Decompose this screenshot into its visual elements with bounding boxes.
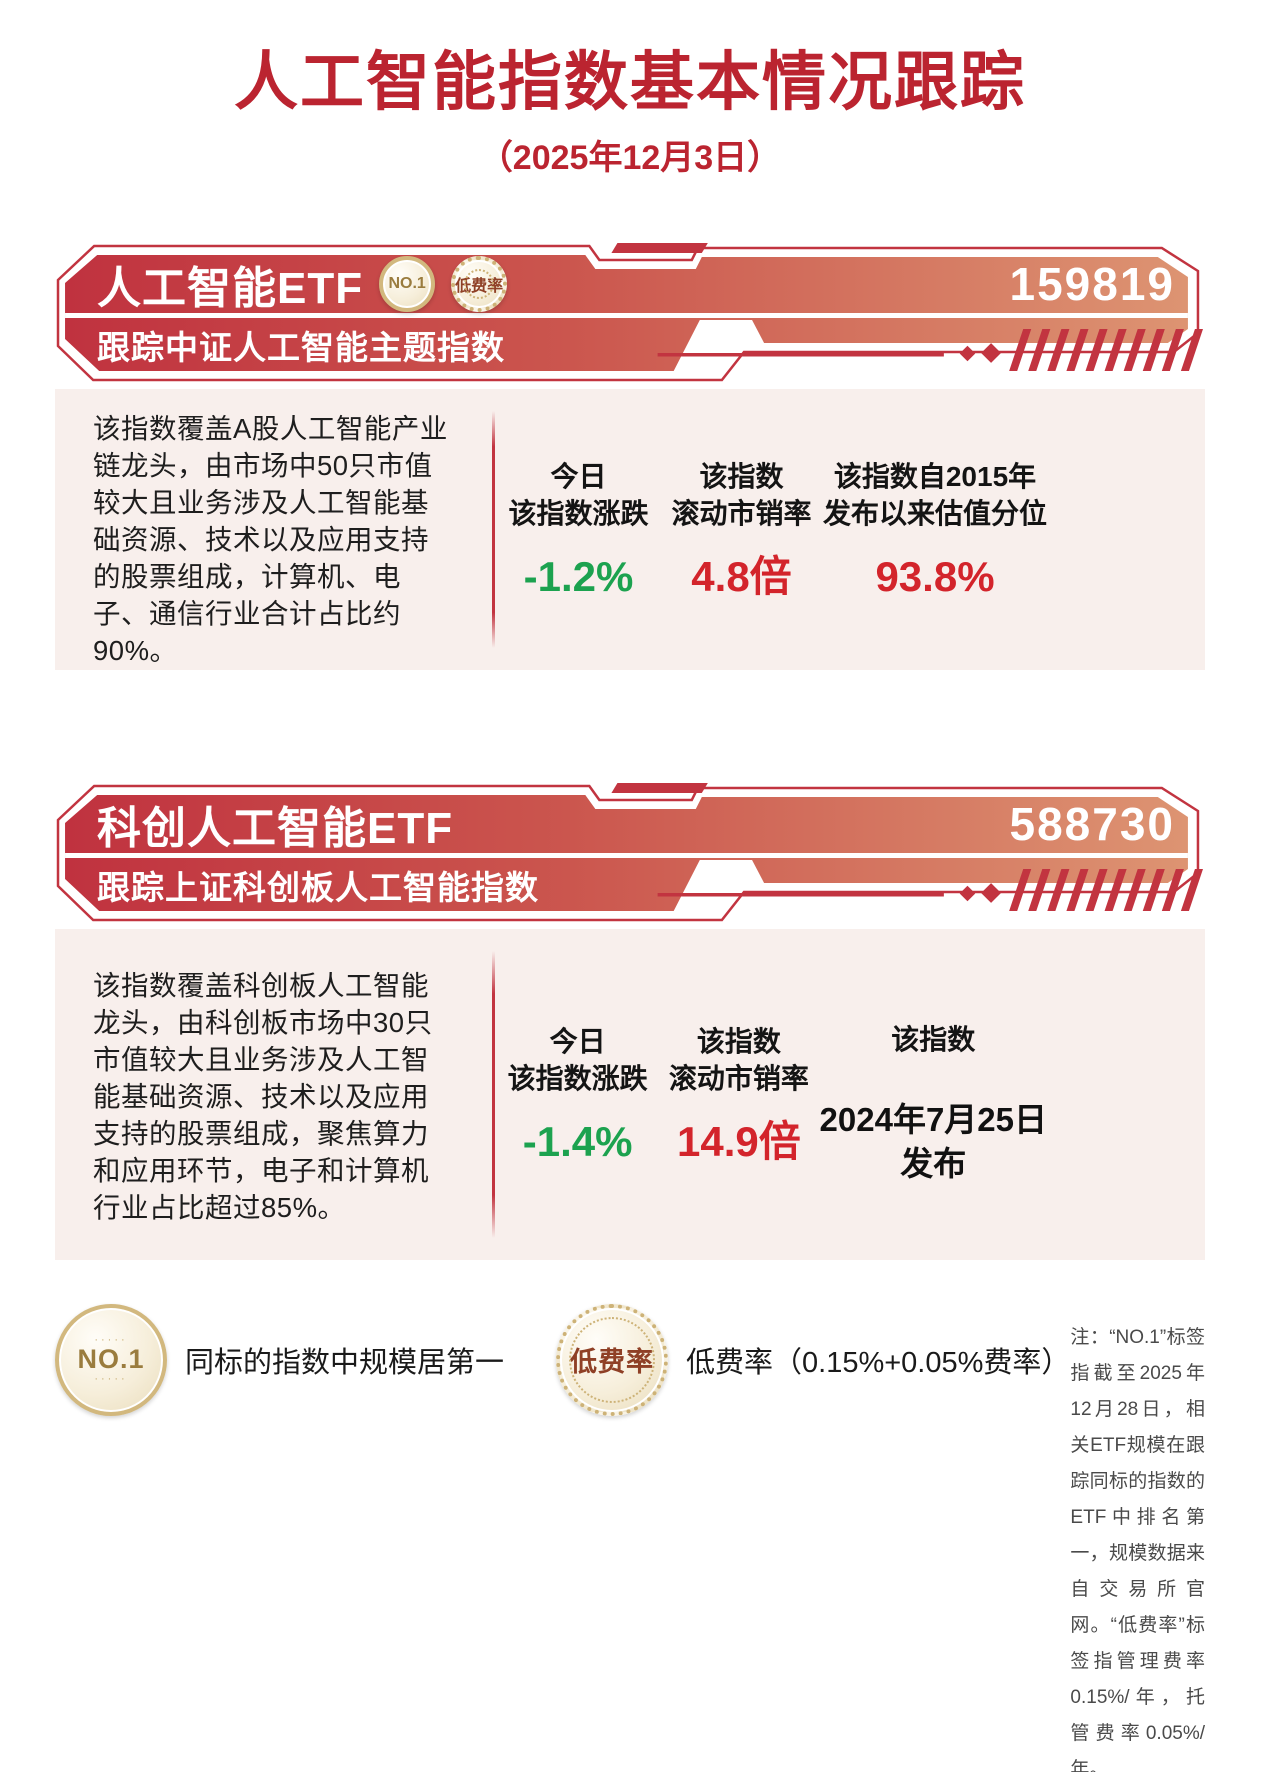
etf2-code: 588730 (1009, 797, 1175, 850)
legend-no1: ····· NO.1 ····· 同标的指数中规模居第一 (55, 1303, 505, 1416)
etf1-name: 人工智能ETF (97, 263, 364, 313)
stat-label-line: 该指数 (699, 461, 784, 492)
etf2-stat-launch-date: 该指数 2024年7月25日 发布 (820, 1002, 1047, 1186)
legend-lowfee: 低费率 低费率（0.15%+0.05%费率） (556, 1303, 1071, 1416)
etf2-banner: 科创人工智能ETF 588730 跟踪上证科创板人工智能指数 (55, 782, 1205, 923)
stat-label-line: 今日 (550, 461, 607, 492)
no1-badge-label: NO.1 (388, 274, 426, 292)
stat-label-line: 该指数 (891, 1023, 976, 1055)
no1-badge-icon: ····· NO.1 ····· (55, 1303, 167, 1416)
legend-row: ····· NO.1 ····· 同标的指数中规模居第一 低费率 低费率（0.1… (55, 1303, 1205, 1772)
stat-value: -1.2% (523, 553, 634, 600)
etf1-banner-subtitle-row: 跟踪中证人工智能主题指数 (97, 320, 505, 370)
stat-value: 2024年7月25日 发布 (820, 1098, 1047, 1186)
badge-dots-decoration: ····· (94, 1334, 128, 1347)
stat-label-line: 该指数涨跌 (508, 498, 649, 529)
stat-label-line: 今日 (549, 1026, 606, 1057)
etf2-stat-ps-ratio: 该指数 滚动市销率 14.9倍 (658, 1023, 819, 1165)
stat-value: 14.9倍 (677, 1118, 801, 1165)
etf1-stat-daily-change: 今日 该指数涨跌 -1.2% (497, 458, 660, 600)
badge-footnote: 注：“NO.1”标签指截至2025年12月28日，相关ETF规模在跟踪同标的指数… (1070, 1326, 1205, 1772)
stat-label-line: 发布以来估值分位 (823, 498, 1048, 529)
vertical-divider (492, 410, 495, 648)
etf1-banner-title-row: 人工智能ETF NO.1 低费率 159819 (97, 255, 1175, 313)
stat-value: 4.8倍 (691, 553, 792, 600)
badge-dots-decoration: ····· (94, 1373, 128, 1386)
etf1-stats: 今日 该指数涨跌 -1.2% 该指数 滚动市销率 4.8倍 该指数自2015年 (497, 389, 1047, 670)
stat-label-line: 该指数涨跌 (507, 1063, 648, 1094)
page-date: （2025年12月3日） (478, 138, 782, 177)
etf1-stat-ps-ratio: 该指数 滚动市销率 4.8倍 (660, 458, 823, 600)
banner-frame-decoration (56, 782, 1203, 921)
banner-frame-decoration (56, 242, 1203, 381)
low-fee-badge-icon: 低费率 (556, 1303, 669, 1416)
etf1-code: 159819 (1009, 257, 1175, 310)
etf1-subtitle: 跟踪中证人工智能主题指数 (97, 328, 505, 366)
low-fee-badge-label: 低费率 (455, 277, 504, 295)
stat-value-line: 发布 (900, 1145, 967, 1183)
etf1-stat-valuation-percentile: 该指数自2015年 发布以来估值分位 93.8% (823, 458, 1047, 600)
stat-label-line: 该指数 (696, 1026, 781, 1057)
etf1-description: 该指数覆盖A股人工智能产业链龙头，由市场中50只市值较大且业务涉及人工智能基础资… (93, 412, 448, 666)
etf2-subtitle: 跟踪上证科创板人工智能指数 (97, 868, 539, 906)
stat-label-line: 该指数自2015年 (833, 461, 1037, 492)
etf1-card: 该指数覆盖A股人工智能产业链龙头，由市场中50只市值较大且业务涉及人工智能基础资… (55, 388, 1205, 670)
etf2-description: 该指数覆盖科创板人工智能龙头，由科创板市场中30只市值较大且业务涉及人工智能基础… (93, 969, 433, 1223)
etf2-stats: 今日 该指数涨跌 -1.4% 该指数 滚动市销率 14.9倍 该指数 (497, 929, 1047, 1260)
vertical-divider (492, 950, 495, 1238)
etf2-stat-daily-change: 今日 该指数涨跌 -1.4% (497, 1023, 658, 1165)
stat-label-line: 滚动市销率 (668, 1063, 809, 1094)
stat-value: 93.8% (875, 553, 995, 600)
etf2-banner-title-row: 科创人工智能ETF 588730 (97, 795, 1175, 853)
etf2-card: 该指数覆盖科创板人工智能龙头，由科创板市场中30只市值较大且业务涉及人工智能基础… (55, 928, 1205, 1260)
etf1-banner: 人工智能ETF NO.1 低费率 159819 跟踪中证人工智能主题指数 (55, 242, 1205, 383)
lowfee-legend-text: 低费率（0.15%+0.05%费率） (686, 1346, 1071, 1379)
page-title: 人工智能指数基本情况跟踪 (234, 46, 1026, 118)
no1-legend-text: 同标的指数中规模居第一 (185, 1346, 505, 1379)
stat-value-line: 2024年7月25日 (819, 1101, 1048, 1139)
no1-badge-label: NO.1 (77, 1344, 145, 1375)
low-fee-badge-label: 低费率 (570, 1347, 655, 1378)
no1-badge-icon: NO.1 (379, 255, 436, 312)
etf2-name: 科创人工智能ETF (97, 803, 454, 853)
stat-value: -1.4% (522, 1118, 633, 1165)
stat-label-line: 滚动市销率 (671, 498, 812, 529)
etf2-banner-subtitle-row: 跟踪上证科创板人工智能指数 (97, 860, 539, 910)
low-fee-badge-icon: 低费率 (451, 255, 508, 312)
